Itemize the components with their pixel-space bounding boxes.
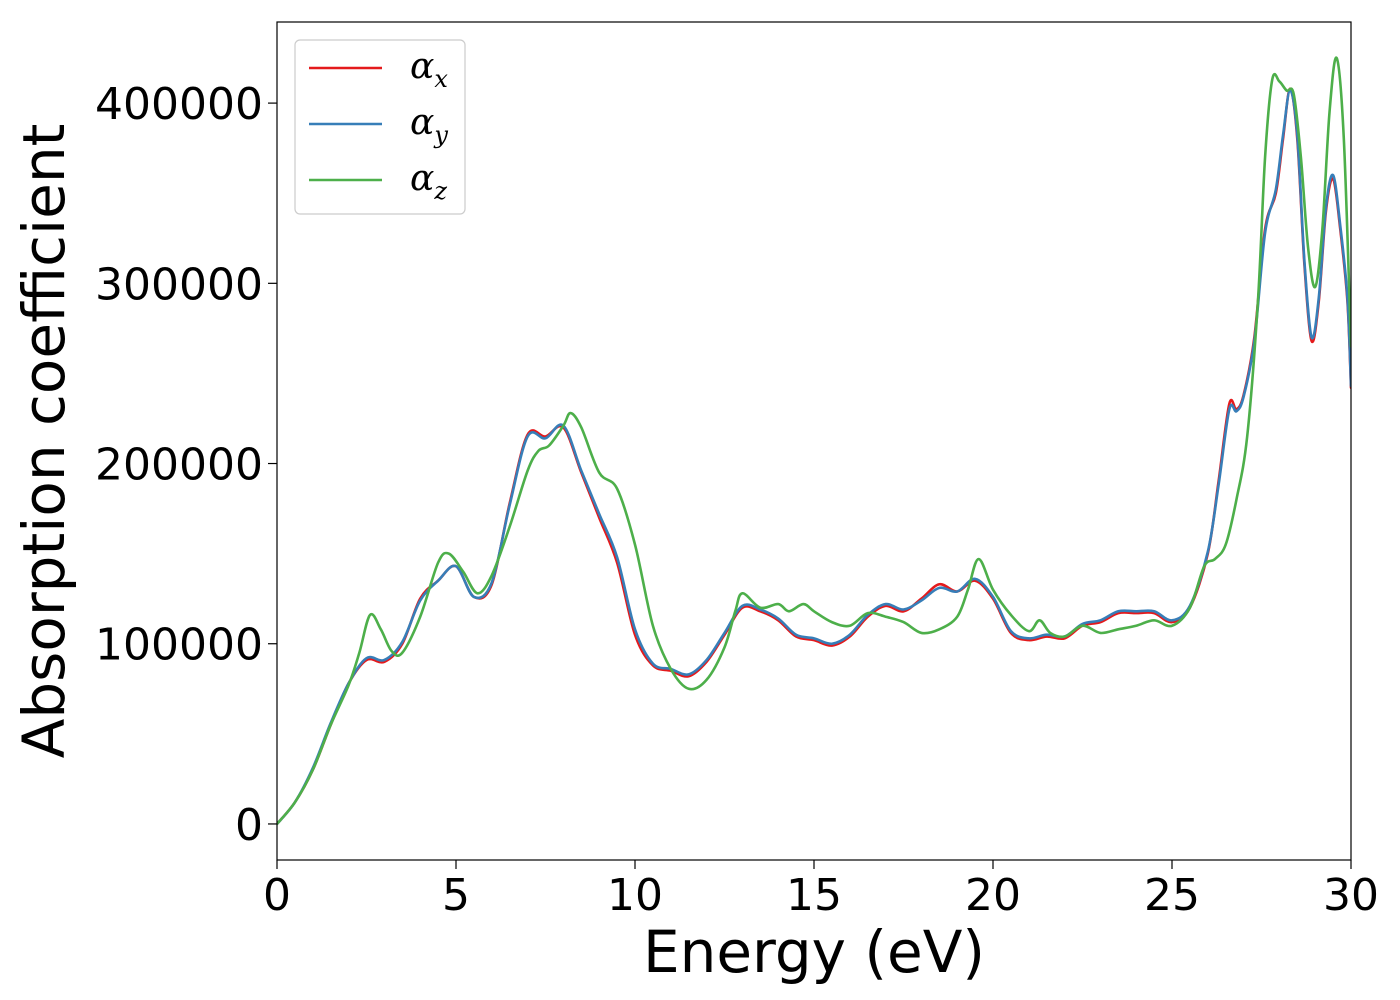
legend-subscript: y (433, 121, 448, 149)
y-axis-title: Absorption coefficient (10, 124, 78, 759)
legend-label-alpha-z: αz (410, 158, 447, 205)
legend-subscript: x (434, 65, 448, 93)
legend-subscript: z (433, 177, 447, 205)
x-tick-label: 5 (442, 870, 470, 921)
x-tick-label: 30 (1323, 870, 1379, 921)
legend-box (294, 39, 466, 215)
ticks-layer: 0 5 10 15 20 25 30 0 100000 200000 300000 400000 (95, 79, 1379, 921)
legend-label-alpha-y: αy (410, 102, 448, 149)
legend-symbol: α (410, 158, 434, 199)
x-tick-label: 10 (607, 870, 663, 921)
series-layer (277, 56, 1351, 826)
x-tick-label: 0 (263, 870, 291, 921)
series-line-alpha-y (277, 89, 1351, 826)
legend-symbol: α (410, 46, 434, 87)
y-tick-label: 200000 (95, 440, 263, 491)
y-tick-label: 0 (235, 800, 263, 851)
x-tick-label: 25 (1144, 870, 1200, 921)
y-tick-label: 300000 (95, 259, 263, 310)
y-tick-label: 100000 (95, 620, 263, 671)
legend-label-alpha-x: αx (410, 46, 448, 93)
x-axis-title: Energy (eV) (643, 918, 985, 986)
x-tick-label: 20 (965, 870, 1021, 921)
y-tick-label: 400000 (95, 79, 263, 130)
series-line-alpha-z (277, 56, 1351, 826)
x-tick-label: 15 (786, 870, 842, 921)
legend-symbol: α (410, 102, 434, 143)
